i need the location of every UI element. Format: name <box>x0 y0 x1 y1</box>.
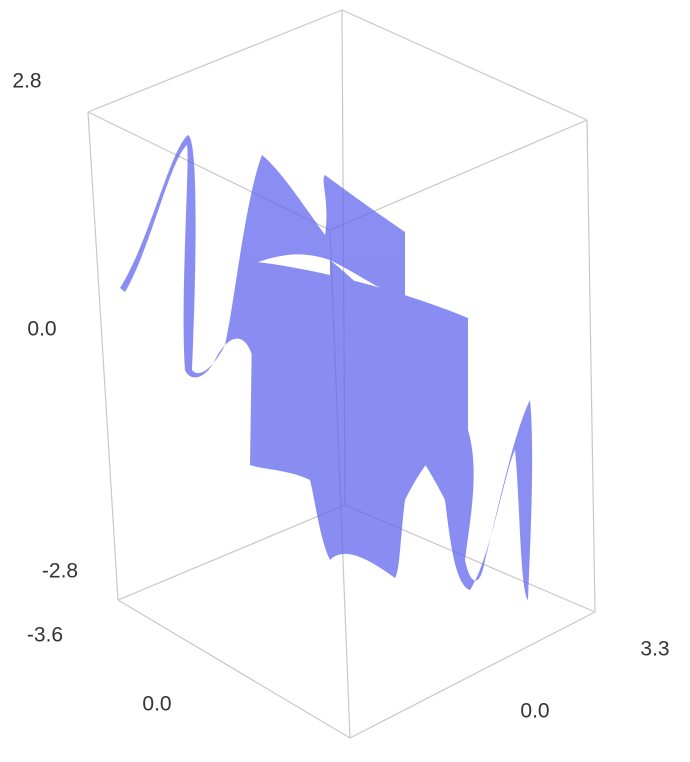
tick-label: 3.3 <box>640 638 669 661</box>
tick-label: 0.0 <box>520 700 549 723</box>
surface-patch <box>250 262 468 578</box>
tick-label: -3.6 <box>27 624 63 647</box>
surface-patch <box>120 135 405 378</box>
box-edge <box>586 119 596 613</box>
surface <box>120 135 533 600</box>
box-edge <box>87 9 588 121</box>
box-edge <box>87 111 119 601</box>
tick-label: 0.0 <box>142 693 171 716</box>
tick-label: 0.0 <box>27 318 56 341</box>
tick-label: 2.8 <box>12 70 41 93</box>
surface-patch <box>330 260 533 600</box>
tick-labels: -2.8 0.0 2.8 -3.6 0.0 0.0 3.3 <box>12 70 669 723</box>
tick-label: -2.8 <box>42 560 78 583</box>
